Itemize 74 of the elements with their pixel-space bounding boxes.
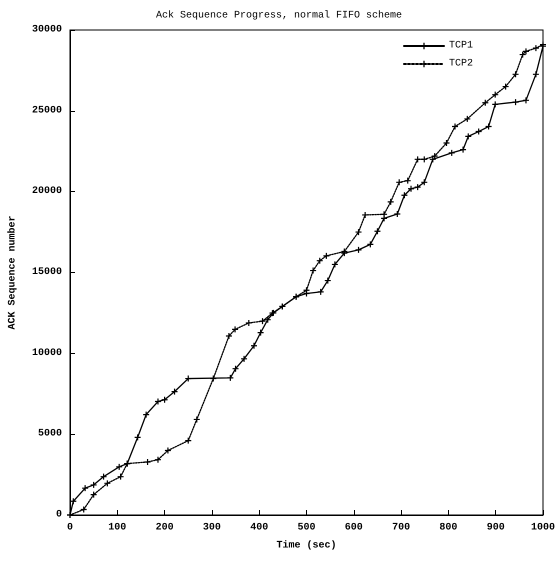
x-tick-label: 300 <box>202 522 221 534</box>
point <box>492 101 498 108</box>
point <box>246 320 252 326</box>
x-tick-label: 700 <box>392 522 410 534</box>
x-tick-label: 0 <box>66 522 74 534</box>
point <box>104 480 110 486</box>
point <box>118 474 124 480</box>
point <box>100 474 107 480</box>
point <box>394 210 400 217</box>
point <box>476 128 482 135</box>
point <box>388 198 394 205</box>
point <box>185 438 192 444</box>
point <box>421 179 428 186</box>
x-tick-label: 200 <box>156 522 174 534</box>
x-tick-label: 800 <box>439 522 458 534</box>
y-tick-label: 0 <box>56 510 62 520</box>
point <box>522 48 529 54</box>
point <box>316 258 323 264</box>
point <box>482 100 488 106</box>
point <box>210 376 216 382</box>
x-tick-label: 100 <box>108 522 126 534</box>
y-axis-title: ACK Sequence number <box>6 215 18 330</box>
y-tick-label: 30000 <box>32 24 62 36</box>
x-tick-label: 1000 <box>530 522 556 534</box>
legend-label: TCP2 <box>448 58 474 70</box>
point <box>304 287 310 294</box>
point <box>414 184 421 190</box>
point <box>185 376 192 382</box>
point <box>465 133 472 140</box>
point <box>82 485 88 492</box>
point <box>323 252 330 259</box>
point <box>162 396 168 403</box>
point <box>522 97 529 104</box>
point <box>532 71 539 78</box>
point <box>414 156 421 162</box>
point <box>260 318 266 324</box>
point <box>512 71 519 78</box>
point <box>421 156 428 162</box>
point <box>241 356 248 362</box>
point <box>154 456 161 463</box>
x-tick-label: 900 <box>486 522 505 534</box>
y-tick-label: 5000 <box>38 428 62 440</box>
chart-title: Ack Sequence Progress, normal FIFO scheme <box>156 10 402 22</box>
point <box>232 366 239 372</box>
legend-label: TCP1 <box>448 40 474 52</box>
x-axis-title: Time (sec) <box>276 540 337 552</box>
point <box>381 211 388 218</box>
point <box>404 178 411 184</box>
point <box>116 464 122 470</box>
point <box>492 92 498 98</box>
point <box>194 416 200 422</box>
point <box>362 212 368 218</box>
point <box>318 288 324 295</box>
point <box>264 316 271 323</box>
point <box>250 342 257 349</box>
point <box>227 374 234 381</box>
point <box>464 116 470 122</box>
point <box>80 506 87 513</box>
point <box>520 52 526 58</box>
point <box>143 412 150 418</box>
point <box>408 186 414 192</box>
x-tick-label: 400 <box>250 522 268 534</box>
y-tick-label: 10000 <box>32 348 62 359</box>
point <box>401 192 408 198</box>
y-tick-label: 25000 <box>32 105 62 116</box>
y-tick-label: 20000 <box>32 186 62 198</box>
y-tick-label: 15000 <box>32 267 62 278</box>
x-tick-label: 500 <box>297 522 316 534</box>
point <box>430 156 436 162</box>
point <box>448 150 455 156</box>
point <box>396 179 402 186</box>
x-tick-label: 600 <box>344 522 363 534</box>
point <box>374 228 380 234</box>
point <box>324 278 331 284</box>
